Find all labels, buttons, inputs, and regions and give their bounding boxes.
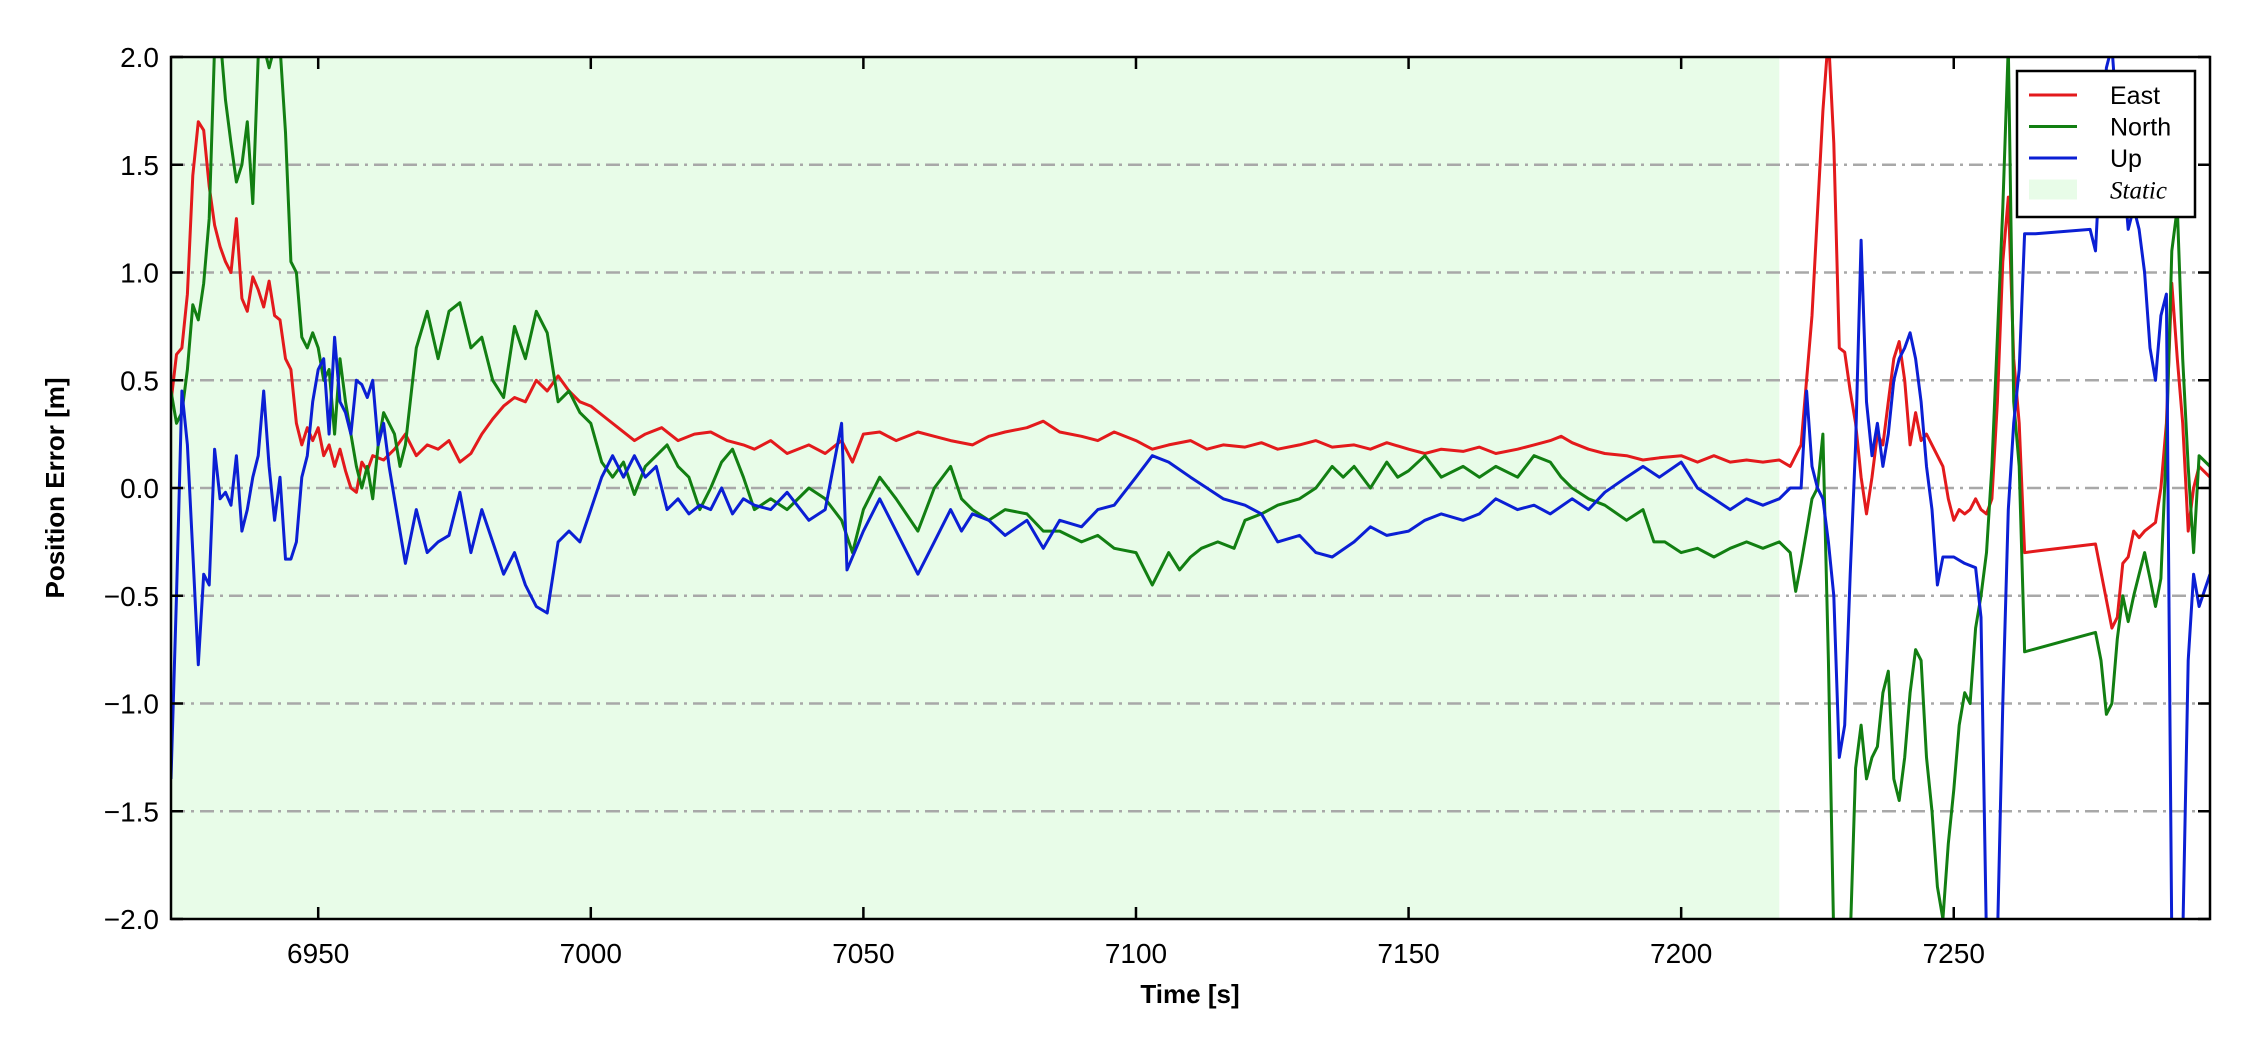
y-tick-label-1: −1.5: [104, 796, 159, 827]
legend: East North Up Static: [2015, 69, 2197, 219]
x-tick-label-3: 7100: [1105, 938, 1167, 969]
y-tick-label-4: 0.0: [120, 473, 159, 504]
series-line-north: [171, 57, 2210, 919]
x-tick-label-2: 7050: [832, 938, 894, 969]
y-ticks: −2.0 −1.5 −1.0 −0.5 0.0 0.5 1.0 1.5 2.0: [104, 42, 2210, 935]
legend-label-north: North: [2110, 114, 2171, 142]
grid-lines: [171, 163, 2210, 813]
series-line-east: [171, 57, 2210, 630]
legend-label-static: Static: [2110, 178, 2167, 205]
x-tick-label-0: 6950: [287, 938, 349, 969]
y-tick-label-8: 2.0: [120, 42, 159, 73]
x-ticks: 6950 7000 7050 7100 7150 7200 7250: [287, 57, 1985, 969]
legend-label-east: East: [2110, 82, 2160, 110]
y-tick-label-2: −1.0: [104, 689, 159, 720]
legend-swatch-static: [2029, 179, 2077, 200]
y-tick-label-6: 1.0: [120, 258, 159, 289]
series-line-up: [171, 57, 2210, 919]
y-axis-label: Position Error [m]: [40, 377, 70, 598]
x-axis-label: Time [s]: [1140, 979, 1239, 1009]
x-tick-label-1: 7000: [560, 938, 622, 969]
y-tick-label-0: −2.0: [104, 904, 159, 935]
series-lines: [171, 57, 2210, 919]
y-tick-label-5: 0.5: [120, 365, 159, 396]
y-tick-label-7: 1.5: [120, 150, 159, 181]
x-tick-label-5: 7200: [1650, 938, 1712, 969]
x-tick-label-6: 7250: [1923, 938, 1985, 969]
legend-label-up: Up: [2110, 145, 2142, 173]
y-tick-label-3: −0.5: [104, 581, 159, 612]
x-tick-label-4: 7150: [1377, 938, 1439, 969]
